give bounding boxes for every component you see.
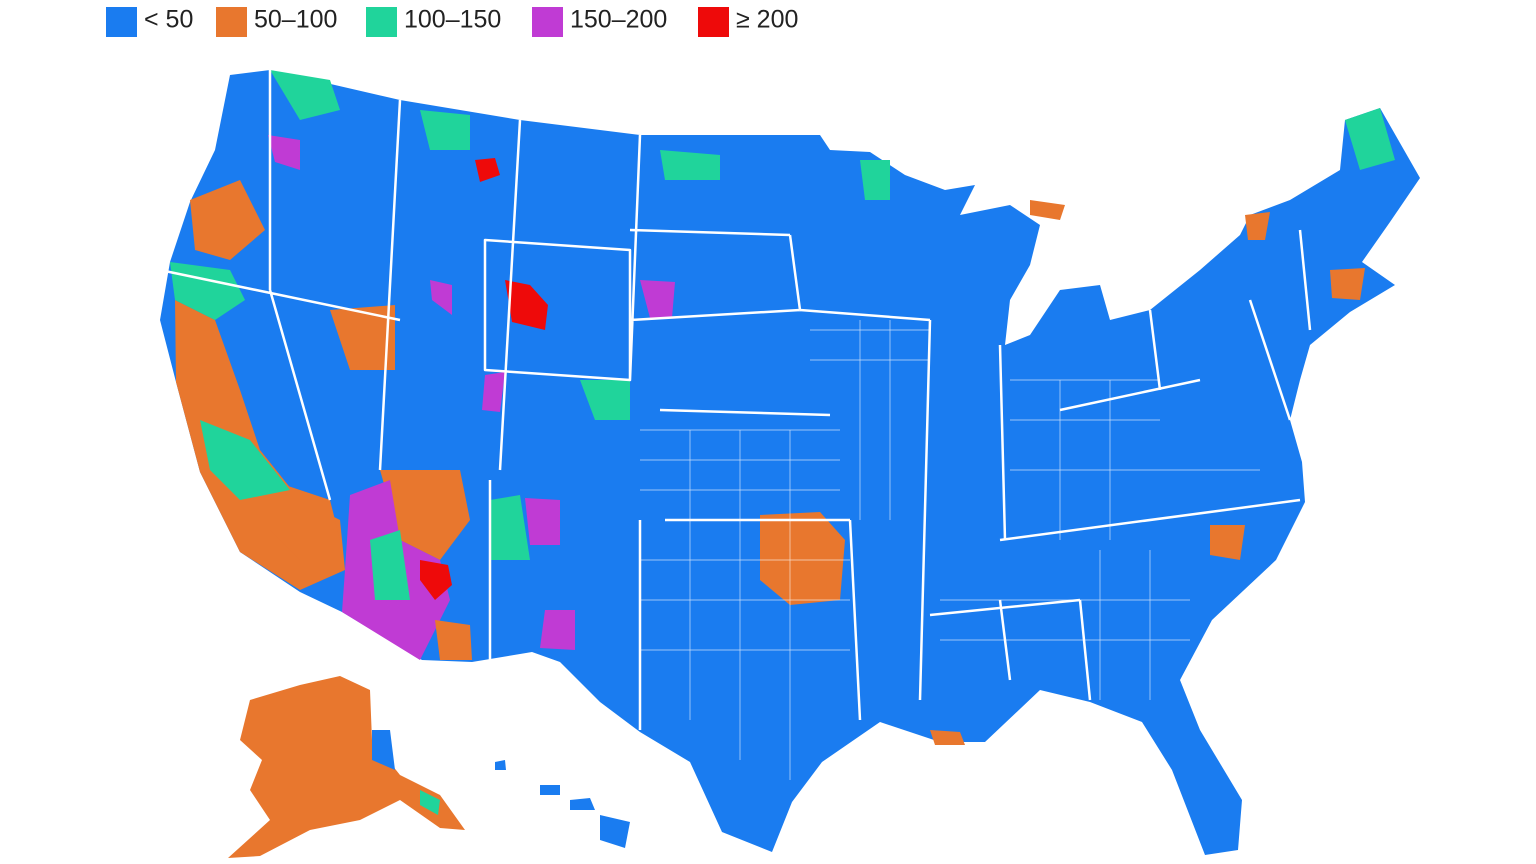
region	[1030, 200, 1065, 220]
region	[1245, 212, 1270, 240]
legend: < 50 50–100 100–150 150–200 ≥ 200	[106, 6, 798, 37]
region	[420, 110, 470, 150]
region	[1345, 108, 1395, 170]
region	[1330, 268, 1365, 300]
region	[420, 560, 452, 600]
region	[760, 512, 845, 605]
region	[200, 420, 290, 500]
county-lines	[640, 320, 1260, 780]
region	[860, 160, 890, 200]
region	[640, 280, 675, 318]
region	[660, 150, 720, 180]
legend-swatch	[532, 7, 563, 37]
legend-label: 100–150	[404, 6, 501, 34]
alaska-region	[372, 730, 395, 770]
legend-swatch	[698, 7, 729, 37]
legend-swatch	[366, 7, 397, 37]
legend-label: ≥ 200	[736, 6, 798, 34]
legend-swatch	[216, 7, 247, 37]
alaska-region	[420, 790, 440, 815]
alaska	[228, 676, 465, 858]
region	[525, 498, 560, 545]
region	[580, 380, 630, 420]
region	[190, 180, 265, 260]
legend-label: 150–200	[570, 6, 667, 34]
region	[330, 305, 395, 370]
region	[435, 620, 472, 660]
region	[270, 480, 340, 560]
region	[482, 372, 505, 412]
legend-label: < 50	[144, 6, 193, 34]
region	[490, 495, 530, 560]
map	[159, 70, 1420, 858]
region	[270, 70, 340, 120]
region	[1210, 525, 1245, 560]
state-border	[159, 70, 1312, 730]
region	[475, 158, 500, 182]
legend-label: 50–100	[254, 6, 337, 34]
region	[380, 470, 470, 560]
region	[370, 530, 410, 600]
region	[930, 730, 965, 745]
hawaii	[495, 760, 630, 848]
region	[430, 280, 452, 315]
region	[540, 610, 575, 650]
legend-swatch	[106, 7, 137, 37]
region	[268, 135, 300, 170]
region	[505, 280, 548, 330]
